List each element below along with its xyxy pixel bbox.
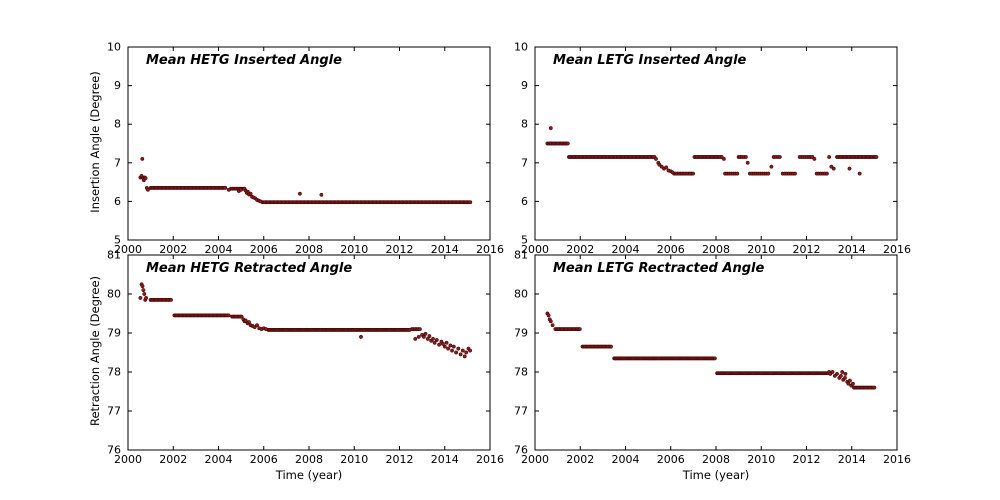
tick-label: 7 [114,156,121,169]
x-axis-label-right: Time (year) [682,468,750,482]
tick-label: 2010 [747,453,775,466]
tick-label: 6 [114,195,121,208]
scatter-points-letg-inserted [545,126,879,176]
tick-label: 80 [514,288,528,301]
tick-label: 8 [521,118,528,131]
scatter-points-letg-retracted [545,311,877,390]
tick-label: 6 [521,195,528,208]
y-axis-label-retraction: Retraction Angle (Degree) [88,275,102,427]
tick-label: 77 [107,405,121,418]
panel-hetg-retracted: 2000 2002 2004 2006 2008 2010 2012 2014 2016 76 77… [107,249,504,467]
tick-label: 5 [521,234,528,247]
tick-label: 81 [514,249,528,262]
tick-label: 2014 [838,243,866,256]
tick-label: 9 [521,79,528,92]
panel-letg-inserted: 2000 2002 2004 2006 2008 2010 2012 2014 2016 5 6 7 8… [514,41,911,257]
tick-label: 10 [514,41,528,54]
tick-label: 2008 [702,453,730,466]
tick-label: 2004 [612,453,640,466]
tick-label: 2004 [205,243,233,256]
panel-letg-retracted: 2000 2002 2004 2006 2008 2010 2012 2014 2016 76 77… [514,249,911,467]
scatter-points-hetg-inserted [138,156,473,205]
panel-hetg-inserted: 2000 2002 2004 2006 2008 2010 2012 2014 2016 5 6 7 8… [107,41,504,257]
title-hetg-retracted: Mean HETG Retracted Angle [146,261,353,276]
tick-label: 80 [107,288,121,301]
tick-label: 2016 [883,243,911,256]
tick-label: 2000 [114,453,142,466]
tick-label: 81 [107,249,121,262]
tick-label: 2014 [838,453,866,466]
tick-label: 78 [514,366,528,379]
tick-label: 2004 [205,453,233,466]
tick-label: 2010 [747,243,775,256]
x-axis-label-left: Time (year) [275,468,343,482]
tick-label: 8 [114,118,121,131]
scatter-points-hetg-retracted [138,282,473,359]
tick-label: 2012 [386,243,414,256]
tick-label: 10 [107,41,121,54]
tick-label: 2000 [521,453,549,466]
tick-label: 2006 [250,453,278,466]
tick-label: 77 [514,405,528,418]
axes-frame [534,254,898,451]
tick-label: 76 [514,444,528,457]
tick-label: 2006 [250,243,278,256]
axes-frame [127,254,491,451]
tick-label: 2000 [114,243,142,256]
tick-label: 2016 [883,453,911,466]
tick-label: 79 [107,327,121,340]
tick-label: 2012 [386,453,414,466]
tick-label: 2010 [340,453,368,466]
tick-label: 2002 [159,243,187,256]
tick-label: 2002 [566,453,594,466]
title-letg-retracted: Mean LETG Rectracted Angle [553,261,765,276]
tick-label: 5 [114,234,121,247]
tick-label: 2012 [793,453,821,466]
tick-label: 2008 [295,453,323,466]
tick-label: 7 [521,156,528,169]
title-hetg-inserted: Mean HETG Inserted Angle [146,53,342,68]
axes-frame [127,46,491,241]
tick-label: 2000 [521,243,549,256]
tick-label: 79 [514,327,528,340]
title-letg-inserted: Mean LETG Inserted Angle [553,53,747,68]
axes-frame [534,46,898,241]
tick-label: 9 [114,79,121,92]
tick-label: 2014 [431,243,459,256]
tick-label: 2002 [159,453,187,466]
tick-label: 78 [107,366,121,379]
tick-label: 2008 [295,243,323,256]
tick-label: 2014 [431,453,459,466]
tick-label: 2006 [657,243,685,256]
tick-label: 2008 [702,243,730,256]
tick-label: 2012 [793,243,821,256]
tick-label: 2016 [476,243,504,256]
tick-label: 2016 [476,453,504,466]
y-axis-label-insertion: Insertion Angle (Degree) [88,71,102,213]
tick-label: 76 [107,444,121,457]
tick-label: 2004 [612,243,640,256]
tick-label: 2002 [566,243,594,256]
tick-label: 2006 [657,453,685,466]
tick-label: 2010 [340,243,368,256]
